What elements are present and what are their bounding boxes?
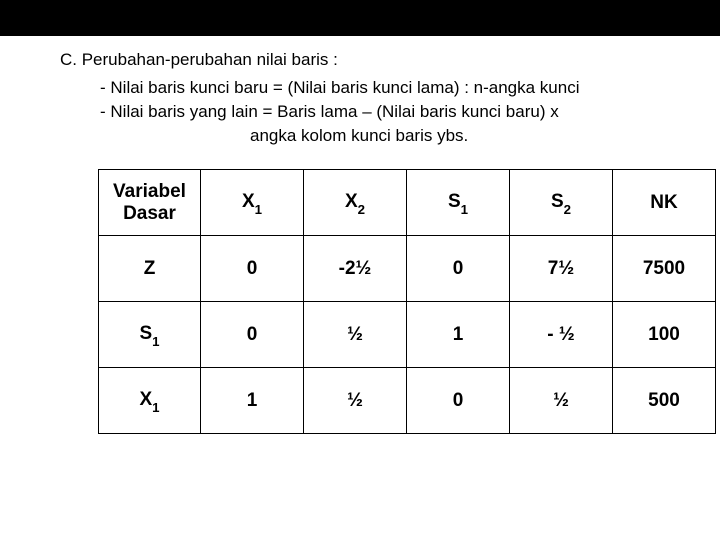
cell: -2½	[304, 236, 407, 302]
simplex-table: VariabelDasarX1X2S1S2NK Z0-2½07½7500S10½…	[98, 169, 716, 434]
cell: - ½	[510, 302, 613, 368]
cell: 0	[201, 236, 304, 302]
bullet-list: - Nilai baris kunci baru = (Nilai baris …	[100, 76, 720, 147]
cell: 7½	[510, 236, 613, 302]
cell: 500	[613, 368, 716, 434]
cell: 0	[201, 302, 304, 368]
bullet-1: - Nilai baris kunci baru = (Nilai baris …	[100, 76, 720, 100]
col-header-2: X2	[304, 170, 407, 236]
table-row: X11½0½500	[99, 368, 716, 434]
table-body: Z0-2½07½7500S10½1- ½100X11½0½500	[99, 236, 716, 434]
top-dark-strip	[0, 0, 720, 36]
bullet-3: angka kolom kunci baris ybs.	[250, 124, 720, 148]
heading-text: C. Perubahan-perubahan nilai baris :	[60, 50, 720, 70]
bullet-2: - Nilai baris yang lain = Baris lama – (…	[100, 100, 720, 124]
col-header-4: S2	[510, 170, 613, 236]
row-label: Z	[99, 236, 201, 302]
col-header-5: NK	[613, 170, 716, 236]
table-header-row: VariabelDasarX1X2S1S2NK	[99, 170, 716, 236]
cell: ½	[510, 368, 613, 434]
cell: 100	[613, 302, 716, 368]
cell: 0	[407, 236, 510, 302]
content-area: C. Perubahan-perubahan nilai baris : - N…	[0, 36, 720, 434]
cell: ½	[304, 302, 407, 368]
cell: 0	[407, 368, 510, 434]
cell: 1	[201, 368, 304, 434]
col-header-0: VariabelDasar	[99, 170, 201, 236]
table-container: VariabelDasarX1X2S1S2NK Z0-2½07½7500S10½…	[98, 169, 720, 434]
table-row: S10½1- ½100	[99, 302, 716, 368]
cell: ½	[304, 368, 407, 434]
col-header-3: S1	[407, 170, 510, 236]
cell: 7500	[613, 236, 716, 302]
row-label: S1	[99, 302, 201, 368]
col-header-1: X1	[201, 170, 304, 236]
table-row: Z0-2½07½7500	[99, 236, 716, 302]
cell: 1	[407, 302, 510, 368]
row-label: X1	[99, 368, 201, 434]
